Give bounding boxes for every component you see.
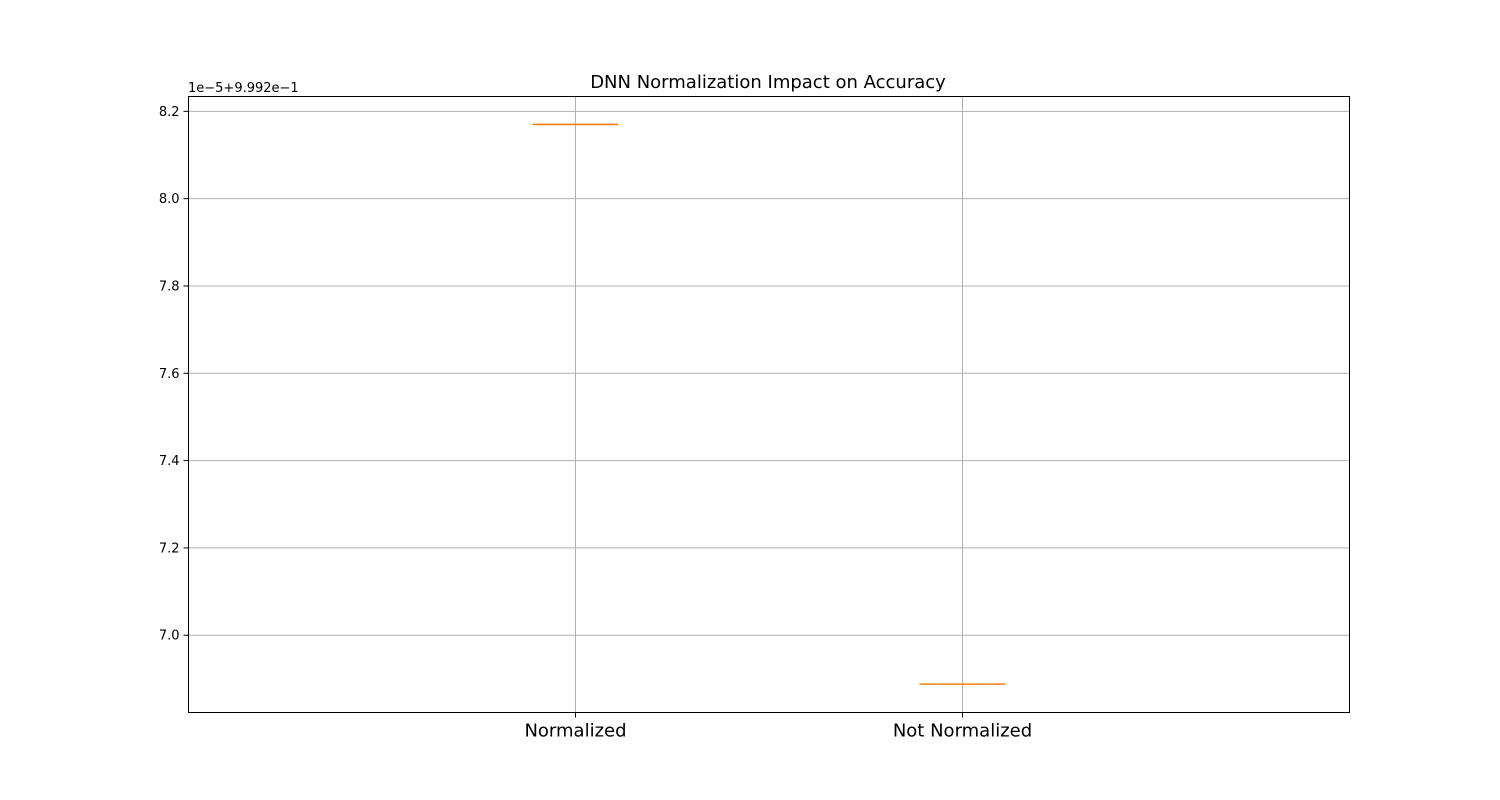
- y-tick-label: 7.6: [159, 367, 180, 382]
- y-offset-label: 1e−5+9.992e−1: [188, 81, 299, 96]
- y-tick-label: 7.2: [159, 541, 180, 556]
- axis-layer: 7.0 7.2 7.4 7.6 7.8 8.0 8.2 Normalized Not Norma…: [159, 105, 1032, 742]
- x-tick-label: Normalized: [524, 721, 626, 742]
- y-tick-label: 8.2: [159, 105, 180, 120]
- plot-frame: [188, 96, 1350, 713]
- y-tick-label: 8.0: [159, 192, 180, 207]
- y-tick-label: 7.4: [159, 454, 180, 469]
- x-tick-label: Not Normalized: [893, 721, 1032, 742]
- grid-layer: [188, 96, 1350, 713]
- marks-layer: [532, 123, 1006, 685]
- chart-title: DNN Normalization Impact on Accuracy: [590, 72, 946, 93]
- y-tick-label: 7.8: [159, 279, 180, 294]
- y-tick-label: 7.0: [159, 629, 180, 644]
